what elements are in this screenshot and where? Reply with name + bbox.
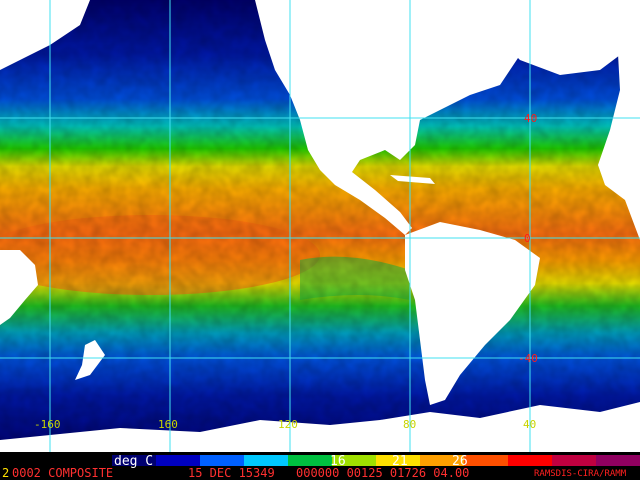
colorbar-segment — [508, 455, 553, 466]
footer-credit: RAMSDIS-CIRA/RAMM — [534, 469, 627, 479]
lat-label: 40 — [524, 112, 537, 125]
colorbar-tick-label: 16 — [330, 454, 346, 469]
colorbar-tick-label: 21 — [392, 454, 408, 469]
colorbar-segment — [156, 455, 201, 466]
greenland — [470, 0, 640, 75]
antarctica — [0, 402, 640, 452]
colorbar-segment — [464, 455, 509, 466]
colorbar-segment — [376, 455, 421, 466]
lon-label: 40 — [523, 418, 536, 431]
colorbar-segment — [420, 455, 465, 466]
lon-label: -160 — [34, 418, 61, 431]
footer-product: 0002 COMPOSITE — [12, 466, 113, 480]
asia — [0, 0, 90, 70]
colorbar-tick-label: 26 — [452, 454, 468, 469]
south-america — [405, 222, 540, 405]
graticule — [0, 0, 640, 452]
land-masses — [0, 0, 640, 452]
footer-codes: 000000 00125 01726 04.00 — [296, 466, 469, 480]
caribbean-islands — [390, 175, 435, 184]
colorbar-segment — [332, 455, 377, 466]
colorbar-segment — [200, 455, 245, 466]
lon-label: 120 — [278, 418, 298, 431]
lat-label: -40 — [518, 352, 538, 365]
colorbar-segment — [244, 455, 289, 466]
colorbar-segment — [596, 455, 640, 466]
lon-label: 160 — [158, 418, 178, 431]
lon-label: 80 — [403, 418, 416, 431]
new-zealand — [75, 340, 105, 380]
colorbar-segment — [112, 455, 157, 466]
colorbar-segment — [552, 455, 597, 466]
colorbar-unit-label: deg C — [114, 454, 153, 469]
north-america — [255, 0, 600, 235]
longitude-labels: -160 160 120 80 40 — [34, 418, 536, 431]
colorbar-segment — [288, 455, 333, 466]
color-scale-bar — [112, 455, 640, 466]
footer-lead-char: 2 — [2, 466, 9, 480]
latitude-labels: 40 0 -40 — [518, 112, 538, 365]
footer-date: 15 DEC 15349 — [188, 466, 275, 480]
lat-label: 0 — [524, 232, 531, 245]
europe-africa — [598, 0, 640, 240]
australia — [0, 250, 38, 325]
